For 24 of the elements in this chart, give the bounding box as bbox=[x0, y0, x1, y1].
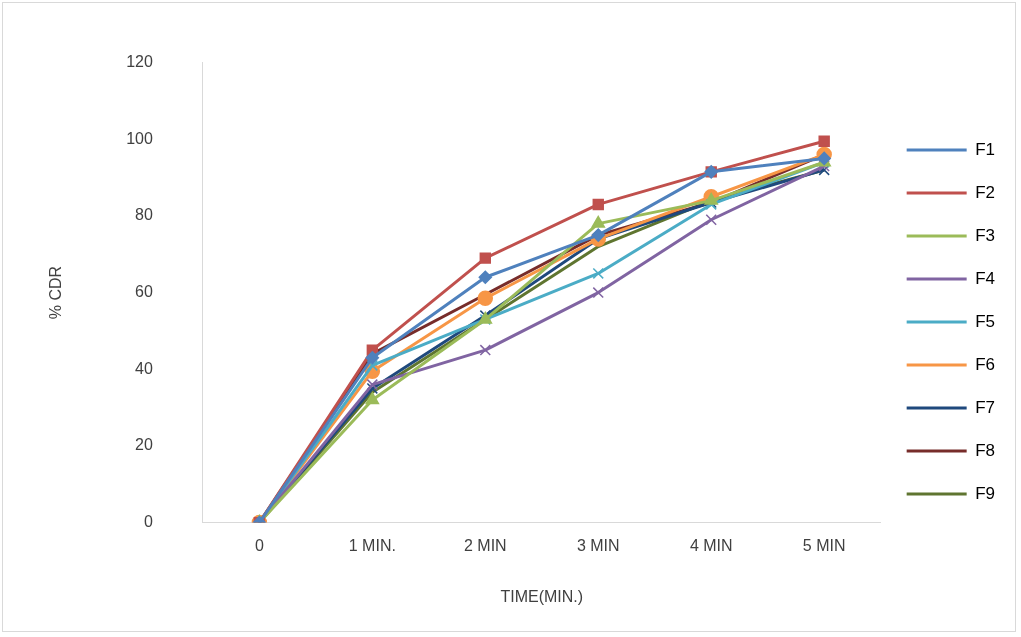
x-tick-label: 0 bbox=[254, 536, 264, 554]
legend-label: F6 bbox=[975, 354, 995, 374]
x-tick-label: 5 MIN bbox=[802, 536, 846, 554]
x-tick-label: 3 MIN bbox=[576, 536, 620, 554]
legend-label: F5 bbox=[975, 311, 995, 331]
legend-label: F7 bbox=[975, 397, 995, 417]
legend-label: F1 bbox=[975, 139, 995, 159]
y-tick-label: 20 bbox=[135, 436, 153, 454]
x-tick-label: 4 MIN bbox=[689, 536, 733, 554]
legend-label: F2 bbox=[975, 182, 995, 202]
y-tick-label: 120 bbox=[126, 53, 153, 71]
y-tick-label: 0 bbox=[143, 513, 153, 531]
legend-label: F9 bbox=[975, 483, 995, 503]
y-tick-label: 60 bbox=[135, 283, 153, 301]
legend-label: F4 bbox=[975, 268, 995, 288]
y-tick-label: 80 bbox=[135, 206, 153, 224]
x-tick-label: 1 MIN. bbox=[348, 536, 396, 554]
y-tick-label: 100 bbox=[126, 129, 153, 147]
x-tick-label: 2 MIN bbox=[463, 536, 507, 554]
x-axis-title: TIME(MIN.) bbox=[500, 587, 584, 605]
legend-label: F8 bbox=[975, 440, 995, 460]
y-tick-label: 40 bbox=[135, 359, 153, 377]
legend-label: F3 bbox=[975, 225, 995, 245]
y-axis-title: % CDR bbox=[47, 265, 65, 320]
